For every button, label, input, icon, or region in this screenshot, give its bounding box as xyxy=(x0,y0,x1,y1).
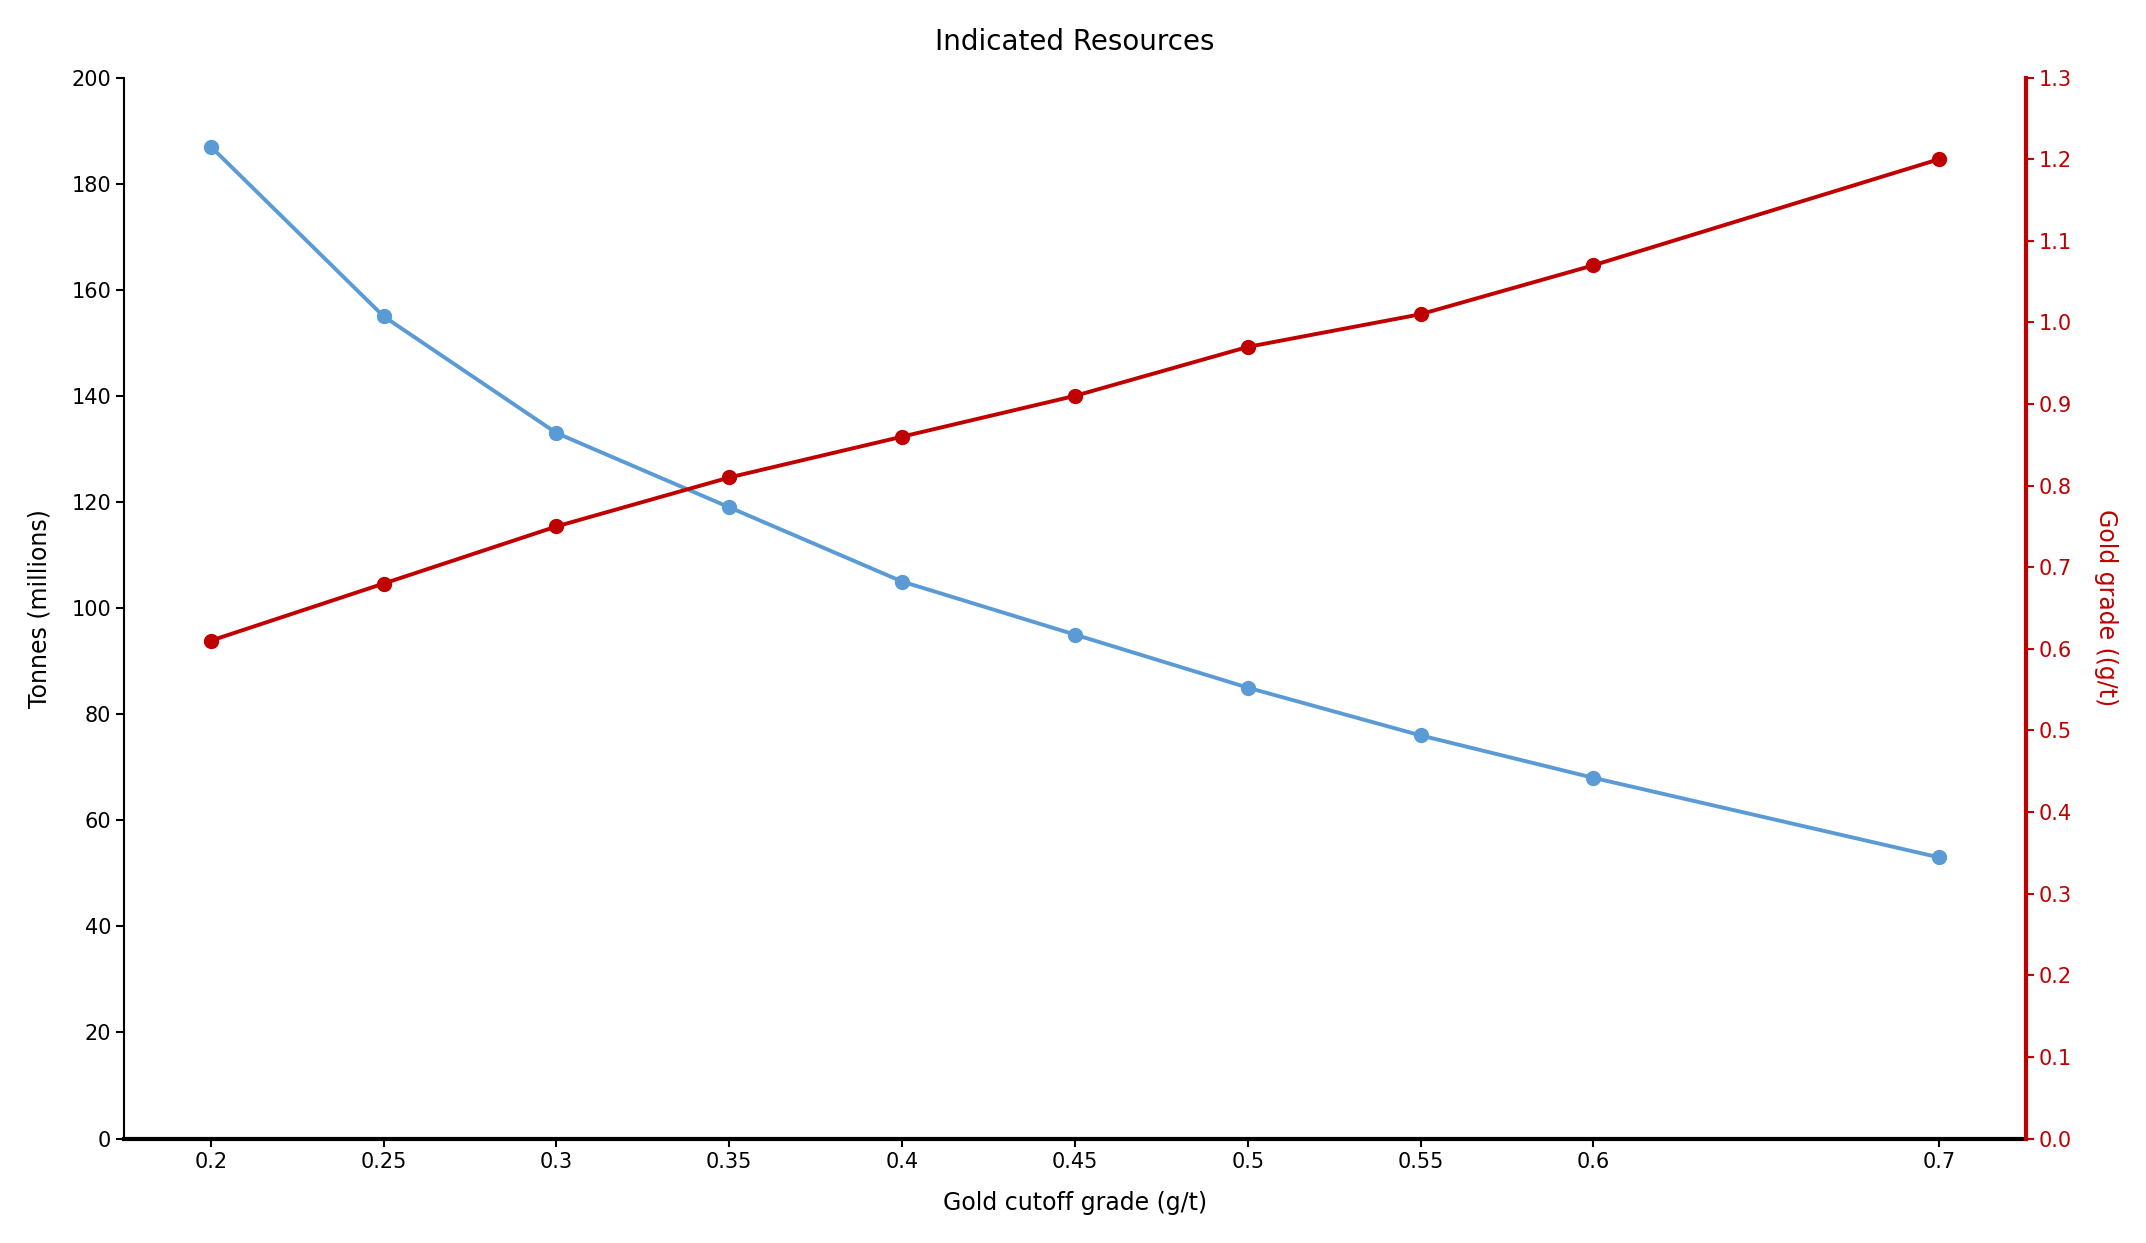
X-axis label: Gold cutoff grade (g/t): Gold cutoff grade (g/t) xyxy=(942,1191,1206,1216)
Y-axis label: Gold grade ((g/t): Gold grade ((g/t) xyxy=(2094,510,2118,707)
Y-axis label: Tonnes (millions): Tonnes (millions) xyxy=(28,508,52,707)
Title: Indicated Resources: Indicated Resources xyxy=(936,27,1215,56)
